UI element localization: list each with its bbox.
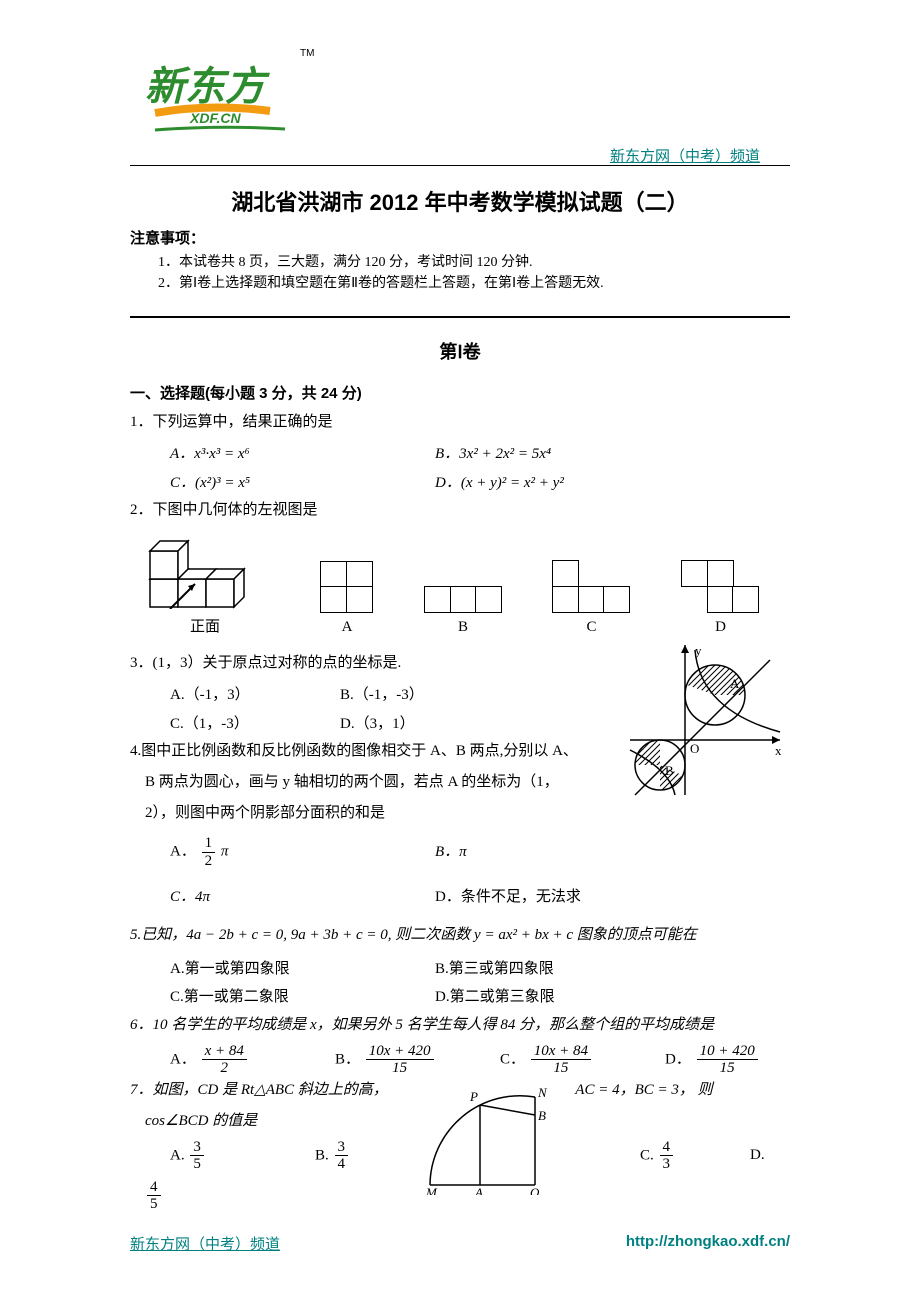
q4-opt-a-post: π bbox=[221, 843, 229, 859]
q2-opt-a: A bbox=[320, 561, 374, 637]
q2-label-d: D bbox=[715, 619, 726, 636]
q4-opt-a-num: 1 bbox=[202, 835, 216, 853]
svg-text:N: N bbox=[537, 1085, 548, 1100]
q5-stem: 5.已知，4a − 2b + c = 0, 9a + 3b + c = 0, 则… bbox=[130, 922, 790, 949]
q2-label-c: C bbox=[586, 619, 596, 636]
q6-d-pre: D． bbox=[665, 1051, 691, 1067]
svg-text:M: M bbox=[425, 1185, 438, 1195]
q1-opt-d: D．(x + y)² = x² + y² bbox=[435, 469, 700, 498]
logo-svg: 新东方 XDF.CN bbox=[140, 55, 300, 135]
q7-c-num: 4 bbox=[660, 1139, 674, 1157]
q2-front-label: 正面 bbox=[190, 615, 220, 636]
header-divider bbox=[130, 165, 790, 166]
q6-a-num: x + 84 bbox=[202, 1043, 247, 1061]
q3-opt-c: C.（1，-3） bbox=[170, 710, 340, 739]
q1-opt-b: B．3x² + 2x² = 5x⁴ bbox=[435, 440, 700, 469]
q7-figure: M A O P N B bbox=[420, 1085, 560, 1195]
q7-stem-1: 7．如图，CD 是 Rt△ABC 斜边上的高， bbox=[130, 1082, 388, 1098]
svg-text:B: B bbox=[665, 763, 674, 778]
q4-stem-2: B 两点为圆心，画与 y 轴相切的两个圆，若点 A 的坐标为（1， bbox=[145, 769, 610, 796]
notice-item-1: 1．本试卷共 8 页，三大题，满分 120 分，考试时间 120 分钟. bbox=[158, 252, 790, 273]
section-title: 第Ⅰ卷 bbox=[130, 338, 790, 364]
q3-opt-a: A.（-1，3） bbox=[170, 681, 340, 710]
q1-opt-a: A．x³·x³ = x⁶ bbox=[170, 440, 435, 469]
q6-b-den: 15 bbox=[366, 1060, 434, 1077]
q6-c-num: 10x + 84 bbox=[531, 1043, 591, 1061]
q2-diagrams: 正面 A B C bbox=[140, 534, 790, 636]
q5-opt-b: B.第三或第四象限 bbox=[435, 955, 554, 984]
q2-opt-b: B bbox=[424, 586, 502, 636]
q7-b-num: 3 bbox=[335, 1139, 349, 1157]
svg-text:y: y bbox=[695, 643, 702, 658]
q7-b-den: 4 bbox=[335, 1156, 349, 1173]
q6-c-pre: C． bbox=[500, 1051, 525, 1067]
footer: 新东方网（中考）频道 http://zhongkao.xdf.cn/ bbox=[130, 1233, 790, 1254]
svg-text:B: B bbox=[538, 1108, 546, 1123]
q4-opt-c: C．4π bbox=[170, 883, 435, 912]
q2-stem: 2．下图中几何体的左视图是 bbox=[130, 497, 790, 524]
q7-d-num: 4 bbox=[147, 1179, 161, 1197]
q7-a-den: 5 bbox=[190, 1156, 204, 1173]
q5-opt-a: A.第一或第四象限 bbox=[170, 955, 435, 984]
q7-d-den: 5 bbox=[147, 1196, 161, 1213]
logo: 新东方 XDF.CN bbox=[140, 55, 300, 140]
q4-opt-a-den: 2 bbox=[202, 853, 216, 870]
svg-text:A: A bbox=[730, 676, 740, 691]
section-divider bbox=[130, 316, 790, 318]
q3-opt-d: D.（3，1） bbox=[340, 710, 415, 739]
q1-stem: 1．下列运算中，结果正确的是 bbox=[130, 409, 790, 436]
q4-stem-1: 4.图中正比例函数和反比例函数的图像相交于 A、B 两点,分别以 A、 bbox=[130, 738, 610, 765]
q6-c-den: 15 bbox=[531, 1060, 591, 1077]
q6-b-num: 10x + 420 bbox=[366, 1043, 434, 1061]
q6-d-den: 15 bbox=[697, 1060, 758, 1077]
main-content: 湖北省洪湖市 2012 年中考数学模拟试题（二） 注意事项： 1．本试卷共 8 … bbox=[130, 185, 790, 1213]
q4-opt-a-pre: A． bbox=[170, 843, 196, 859]
q4-opt-d: D．条件不足，无法求 bbox=[435, 883, 581, 912]
q6-d-num: 10 + 420 bbox=[697, 1043, 758, 1061]
q2-opt-d: D bbox=[681, 560, 760, 636]
svg-text:新东方: 新东方 bbox=[145, 64, 270, 109]
q6-b-pre: B． bbox=[335, 1051, 360, 1067]
q7-c-den: 3 bbox=[660, 1156, 674, 1173]
svg-text:XDF.CN: XDF.CN bbox=[189, 110, 241, 126]
q7-a-pre: A. bbox=[170, 1147, 185, 1163]
q7-stem-2: AC = 4，BC = 3， 则 bbox=[575, 1082, 712, 1098]
svg-text:P: P bbox=[469, 1089, 478, 1104]
notice-label: 注意事项： bbox=[130, 227, 790, 248]
q7-b-pre: B. bbox=[315, 1147, 329, 1163]
q2-label-a: A bbox=[342, 619, 353, 636]
q1-opt-c: C．(x²)³ = x⁵ bbox=[170, 469, 435, 498]
q2-label-b: B bbox=[458, 619, 468, 636]
q4-opt-b: B．π bbox=[435, 838, 467, 867]
footer-right-link[interactable]: http://zhongkao.xdf.cn/ bbox=[626, 1233, 790, 1254]
svg-text:O: O bbox=[690, 741, 699, 756]
svg-text:x: x bbox=[775, 743, 782, 758]
q7-a-num: 3 bbox=[190, 1139, 204, 1157]
q4-stem-3: 2），则图中两个阴影部分面积的和是 bbox=[145, 800, 610, 827]
q6-a-pre: A． bbox=[170, 1051, 196, 1067]
notice-item-2: 2．第Ⅰ卷上选择题和填空题在第Ⅱ卷的答题栏上答题，在第Ⅰ卷上答题无效. bbox=[158, 273, 790, 294]
header-link[interactable]: 新东方网（中考）频道 bbox=[610, 145, 760, 166]
subsection-title: 一、选择题(每小题 3 分，共 24 分) bbox=[130, 382, 790, 403]
logo-tm: TM bbox=[300, 48, 314, 59]
q3-opt-b: B.（-1，-3） bbox=[340, 681, 424, 710]
q6-a-den: 2 bbox=[202, 1060, 247, 1077]
q7-c-pre: C. bbox=[640, 1147, 654, 1163]
q5-opt-c: C.第一或第二象限 bbox=[170, 983, 435, 1012]
footer-left-link[interactable]: 新东方网（中考）频道 bbox=[130, 1233, 280, 1254]
q4-figure: y x O A B bbox=[620, 640, 790, 800]
page-title: 湖北省洪湖市 2012 年中考数学模拟试题（二） bbox=[130, 185, 790, 217]
svg-text:A: A bbox=[474, 1185, 483, 1195]
svg-text:O: O bbox=[530, 1185, 540, 1195]
q5-opt-d: D.第二或第三象限 bbox=[435, 983, 555, 1012]
q6-stem: 6．10 名学生的平均成绩是 x，如果另外 5 名学生每人得 84 分，那么整个… bbox=[130, 1012, 790, 1039]
q7-d-pre: D. bbox=[750, 1141, 765, 1170]
q2-opt-c: C bbox=[552, 560, 631, 636]
q2-solid: 正面 bbox=[140, 534, 270, 636]
